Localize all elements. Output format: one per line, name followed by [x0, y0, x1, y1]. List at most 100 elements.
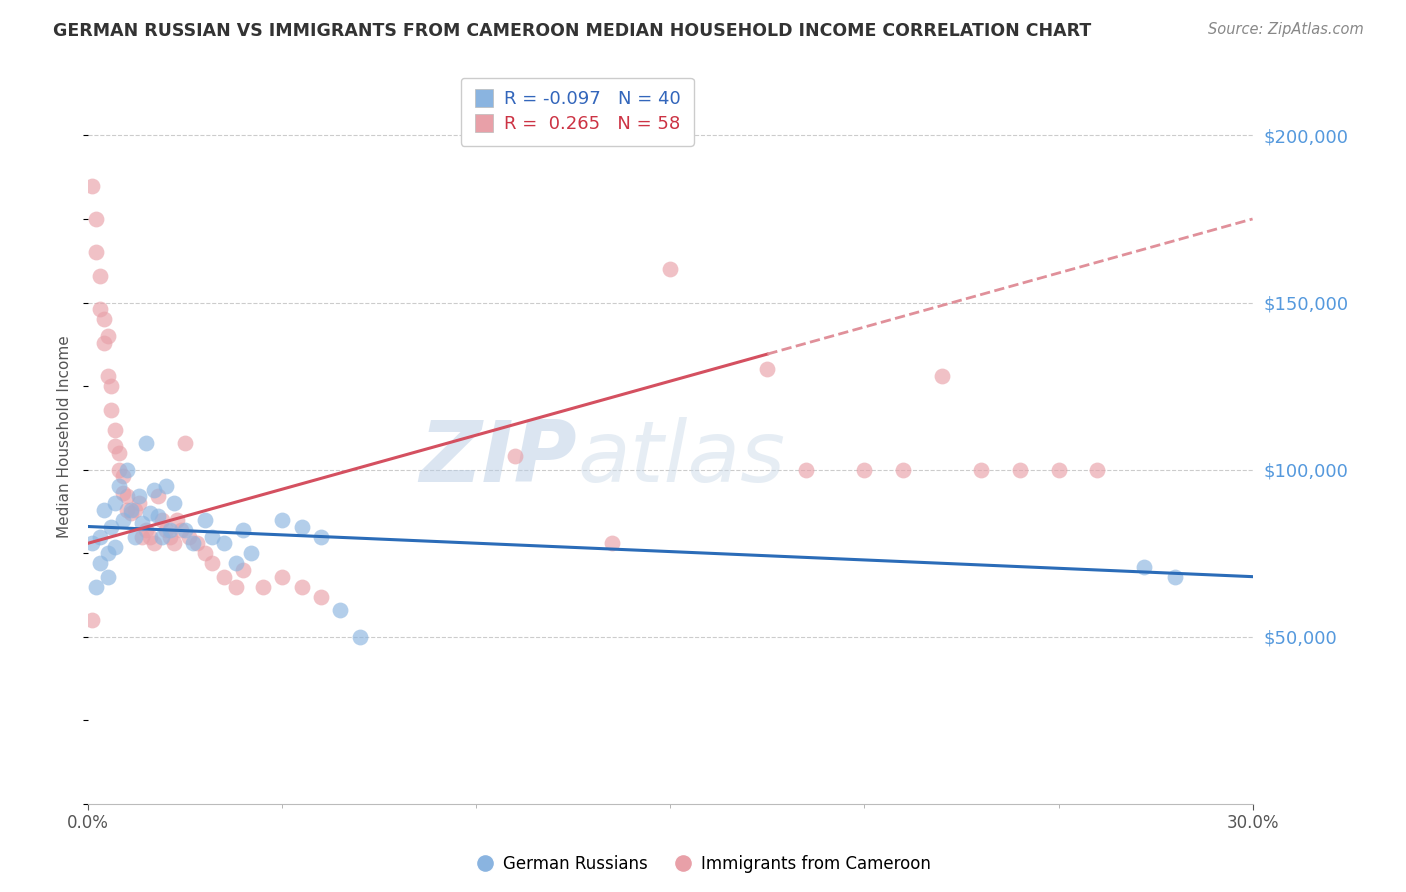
- Point: [329, 603, 352, 617]
- Point: [108, 446, 131, 460]
- Point: [131, 530, 153, 544]
- Point: [146, 490, 169, 504]
- Point: [225, 580, 247, 594]
- Point: [1008, 463, 1031, 477]
- Point: [143, 536, 166, 550]
- Point: [155, 523, 177, 537]
- Point: [212, 569, 235, 583]
- Point: [80, 613, 103, 627]
- Point: [89, 268, 111, 283]
- Point: [150, 530, 173, 544]
- Point: [104, 496, 127, 510]
- Point: [891, 463, 914, 477]
- Legend: German Russians, Immigrants from Cameroon: German Russians, Immigrants from Cameroo…: [468, 848, 938, 880]
- Point: [115, 503, 138, 517]
- Point: [128, 496, 150, 510]
- Point: [97, 546, 120, 560]
- Point: [794, 463, 817, 477]
- Point: [89, 302, 111, 317]
- Point: [115, 463, 138, 477]
- Text: atlas: atlas: [578, 417, 785, 500]
- Point: [80, 536, 103, 550]
- Point: [139, 530, 162, 544]
- Point: [174, 523, 197, 537]
- Point: [150, 513, 173, 527]
- Point: [135, 436, 157, 450]
- Point: [853, 463, 876, 477]
- Point: [128, 490, 150, 504]
- Point: [600, 536, 623, 550]
- Point: [143, 483, 166, 497]
- Point: [166, 513, 188, 527]
- Point: [155, 479, 177, 493]
- Point: [80, 178, 103, 193]
- Text: Source: ZipAtlas.com: Source: ZipAtlas.com: [1208, 22, 1364, 37]
- Point: [104, 540, 127, 554]
- Point: [309, 590, 332, 604]
- Point: [1085, 463, 1108, 477]
- Point: [291, 580, 314, 594]
- Point: [1047, 463, 1070, 477]
- Point: [124, 503, 146, 517]
- Point: [115, 490, 138, 504]
- Point: [252, 580, 274, 594]
- Point: [112, 513, 135, 527]
- Point: [181, 536, 204, 550]
- Point: [212, 536, 235, 550]
- Point: [104, 439, 127, 453]
- Point: [97, 329, 120, 343]
- Point: [232, 523, 254, 537]
- Point: [100, 402, 122, 417]
- Point: [194, 546, 217, 560]
- Point: [120, 506, 142, 520]
- Point: [170, 523, 193, 537]
- Point: [659, 262, 682, 277]
- Point: [146, 509, 169, 524]
- Point: [84, 211, 107, 226]
- Point: [186, 536, 208, 550]
- Point: [271, 569, 294, 583]
- Point: [89, 556, 111, 570]
- Legend: R = -0.097   N = 40, R =  0.265   N = 58: R = -0.097 N = 40, R = 0.265 N = 58: [461, 78, 693, 146]
- Point: [104, 423, 127, 437]
- Point: [1164, 569, 1187, 583]
- Point: [349, 630, 371, 644]
- Point: [225, 556, 247, 570]
- Point: [201, 530, 224, 544]
- Point: [97, 569, 120, 583]
- Point: [108, 463, 131, 477]
- Point: [131, 516, 153, 531]
- Point: [271, 513, 294, 527]
- Text: ZIP: ZIP: [419, 417, 578, 500]
- Point: [162, 496, 184, 510]
- Point: [162, 536, 184, 550]
- Point: [84, 245, 107, 260]
- Point: [84, 580, 107, 594]
- Point: [124, 530, 146, 544]
- Point: [970, 463, 993, 477]
- Point: [177, 530, 200, 544]
- Point: [309, 530, 332, 544]
- Point: [1133, 559, 1156, 574]
- Point: [89, 530, 111, 544]
- Point: [97, 369, 120, 384]
- Point: [100, 379, 122, 393]
- Point: [112, 486, 135, 500]
- Point: [291, 519, 314, 533]
- Point: [194, 513, 217, 527]
- Point: [931, 369, 953, 384]
- Point: [100, 519, 122, 533]
- Point: [503, 450, 526, 464]
- Y-axis label: Median Household Income: Median Household Income: [58, 334, 72, 538]
- Point: [120, 503, 142, 517]
- Point: [756, 362, 779, 376]
- Text: GERMAN RUSSIAN VS IMMIGRANTS FROM CAMEROON MEDIAN HOUSEHOLD INCOME CORRELATION C: GERMAN RUSSIAN VS IMMIGRANTS FROM CAMERO…: [53, 22, 1091, 40]
- Point: [159, 530, 181, 544]
- Point: [240, 546, 263, 560]
- Point: [93, 312, 115, 326]
- Point: [232, 563, 254, 577]
- Point: [159, 523, 181, 537]
- Point: [93, 503, 115, 517]
- Point: [108, 479, 131, 493]
- Point: [201, 556, 224, 570]
